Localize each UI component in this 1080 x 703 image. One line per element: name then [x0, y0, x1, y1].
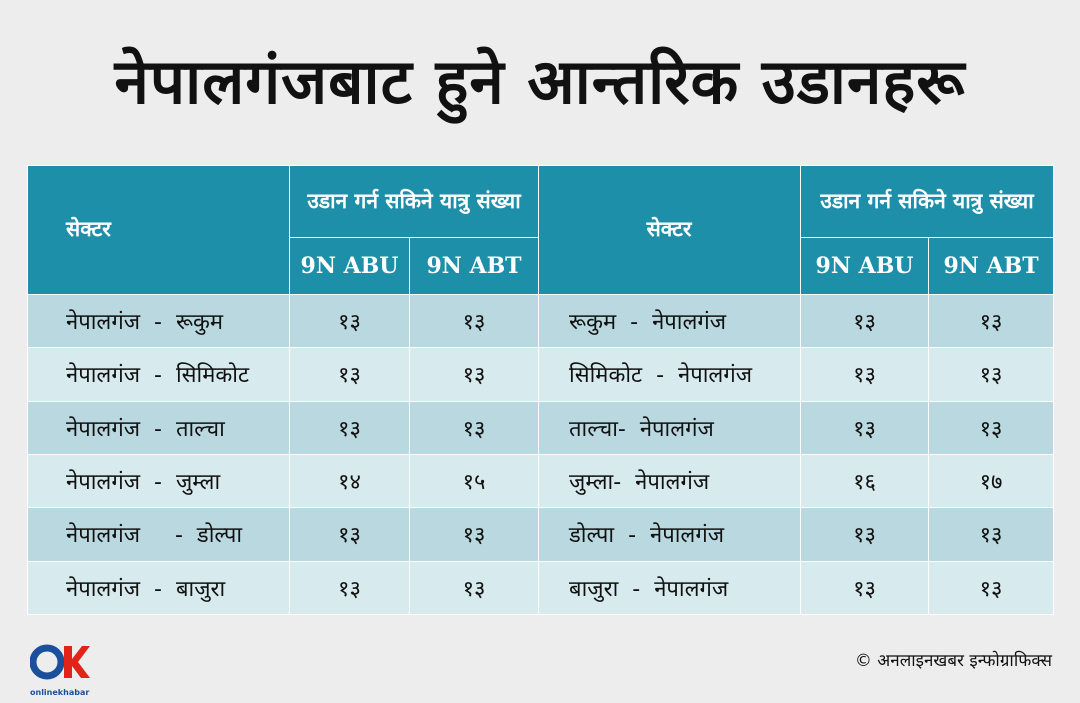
- table-row: नेपालगंज - बाजुरा १३ १३ बाजुरा - नेपालगंज १३…: [27, 560, 1055, 616]
- route-return-cell: जुम्ला- नेपालगंज: [538, 453, 802, 509]
- abt-return-cell: १३: [928, 507, 1055, 562]
- abt-header-left: 9N ABT: [408, 237, 540, 295]
- abu-out-cell: १३: [289, 400, 410, 455]
- sector-header-left: सेक्टर: [27, 165, 290, 295]
- route-out-cell: नेपालगंज - सिमिकोट: [27, 347, 290, 402]
- abu-out-cell: १३: [289, 507, 410, 562]
- abu-out-cell: १४: [289, 453, 410, 509]
- abu-return-cell: १३: [800, 507, 930, 562]
- flights-table: सेक्टर उडान गर्न सकिने यात्रु संख्या सेक…: [27, 165, 1055, 616]
- abt-out-cell: १३: [408, 347, 540, 402]
- abt-return-cell: १३: [928, 293, 1055, 349]
- abu-return-cell: १३: [800, 347, 930, 402]
- abu-return-cell: १३: [800, 560, 930, 616]
- abu-return-cell: १३: [800, 400, 930, 455]
- table-row: नेपालगंज - जुम्ला १४ १५ जुम्ला- नेपालगंज १६ १…: [27, 453, 1055, 509]
- abu-header-left: 9N ABU: [289, 237, 410, 295]
- abu-return-cell: १६: [800, 453, 930, 509]
- table-row: नेपालगंज - सिमिकोट १३ १३ सिमिकोट - नेपालगंज…: [27, 347, 1055, 402]
- table-row: नेपालगंज - रूकुम १३ १३ रूकुम - नेपालगंज १३ १३: [27, 293, 1055, 349]
- route-out-cell: नेपालगंज - जुम्ला: [27, 453, 290, 509]
- abt-out-cell: १३: [408, 293, 540, 349]
- route-out-cell: नेपालगंज - डोल्पा: [27, 507, 290, 562]
- abt-return-cell: १७: [928, 453, 1055, 509]
- capacity-header-left: उडान गर्न सकिने यात्रु संख्या: [288, 165, 540, 238]
- page-title: नेपालगंजबाट हुने आन्तरिक उडानहरू: [114, 45, 966, 118]
- table-row: नेपालगंज - ताल्चा १३ १३ ताल्चा- नेपालगंज १३ १…: [27, 400, 1055, 455]
- abt-out-cell: १३: [408, 560, 540, 616]
- abu-return-cell: १३: [800, 293, 930, 349]
- table-row: नेपालगंज - डोल्पा १३ १३ डोल्पा - नेपालगंज १३…: [27, 507, 1055, 562]
- route-out-cell: नेपालगंज - ताल्चा: [27, 400, 290, 455]
- footer-credit: © अनलाइनखबर इन्फोग्राफिक्स: [854, 651, 1052, 671]
- abt-return-cell: १३: [928, 347, 1055, 402]
- sector-header-right: सेक्टर: [538, 165, 802, 295]
- abu-out-cell: १३: [289, 347, 410, 402]
- abu-out-cell: १३: [289, 293, 410, 349]
- route-return-cell: ताल्चा- नेपालगंज: [538, 400, 802, 455]
- route-return-cell: रूकुम - नेपालगंज: [538, 293, 802, 349]
- route-return-cell: बाजुरा - नेपालगंज: [538, 560, 802, 616]
- abu-header-right: 9N ABU: [800, 237, 930, 295]
- abt-out-cell: १५: [408, 453, 540, 509]
- route-out-cell: नेपालगंज - रूकुम: [27, 293, 290, 349]
- route-return-cell: डोल्पा - नेपालगंज: [538, 507, 802, 562]
- capacity-header-right: उडान गर्न सकिने यात्रु संख्या: [800, 165, 1055, 238]
- abt-out-cell: १३: [408, 507, 540, 562]
- onlinekhabar-logo: [30, 644, 90, 680]
- route-out-cell: नेपालगंज - बाजुरा: [27, 560, 290, 616]
- abt-header-right: 9N ABT: [928, 237, 1055, 295]
- route-return-cell: सिमिकोट - नेपालगंज: [538, 347, 802, 402]
- abt-return-cell: १३: [928, 400, 1055, 455]
- abt-out-cell: १३: [408, 400, 540, 455]
- logo-wordmark: onlinekhabar: [30, 688, 90, 697]
- abu-out-cell: १३: [289, 560, 410, 616]
- abt-return-cell: १३: [928, 560, 1055, 616]
